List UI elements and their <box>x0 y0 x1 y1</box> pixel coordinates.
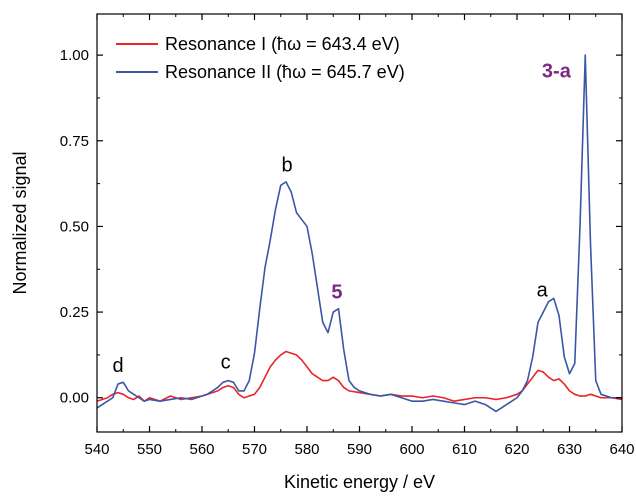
peak-label-c: c <box>221 352 231 374</box>
peak-label-b: b <box>281 155 292 177</box>
series-layer <box>97 54 622 413</box>
x-tick-label: 560 <box>189 441 214 458</box>
x-tick-label: 640 <box>609 441 634 458</box>
x-tick-label: 620 <box>504 441 529 458</box>
x-tick-label: 630 <box>557 441 582 458</box>
series-line-2 <box>97 54 622 413</box>
x-axis-title: Kinetic energy / eV <box>284 472 435 492</box>
x-tick-label: 600 <box>399 441 424 458</box>
legend: Resonance I (ħω = 643.4 eV) Resonance II… <box>116 34 405 82</box>
x-tick-label: 570 <box>242 441 267 458</box>
x-tick-label: 580 <box>294 441 319 458</box>
legend-label-resonance-2: Resonance II (ħω = 645.7 eV) <box>165 62 405 82</box>
x-tick-label: 540 <box>84 441 109 458</box>
x-tick-label: 610 <box>452 441 477 458</box>
x-tick-label: 550 <box>137 441 162 458</box>
peak-label-3-a: 3-a <box>542 60 572 82</box>
y-tick-label: 0.75 <box>60 133 89 150</box>
series-line-1 <box>97 350 622 402</box>
y-tick-label: 0.50 <box>60 218 89 235</box>
y-tick-label: 0.00 <box>60 390 89 407</box>
peak-label-d: d <box>112 355 123 377</box>
legend-label-resonance-1: Resonance I (ħω = 643.4 eV) <box>165 34 400 54</box>
annotation-layer: d c b 5 a 3-a <box>112 60 571 377</box>
y-tick-label: 1.00 <box>60 47 89 64</box>
x-tick-label: 590 <box>347 441 372 458</box>
tick-layer: 540 550 560 570 580 590 600 610 620 630 640 0.00 0.2… <box>60 14 635 458</box>
y-tick-label: 0.25 <box>60 304 89 321</box>
peak-label-5: 5 <box>331 281 342 303</box>
peak-label-a: a <box>537 280 549 302</box>
y-axis-title: Normalized signal <box>10 151 30 294</box>
